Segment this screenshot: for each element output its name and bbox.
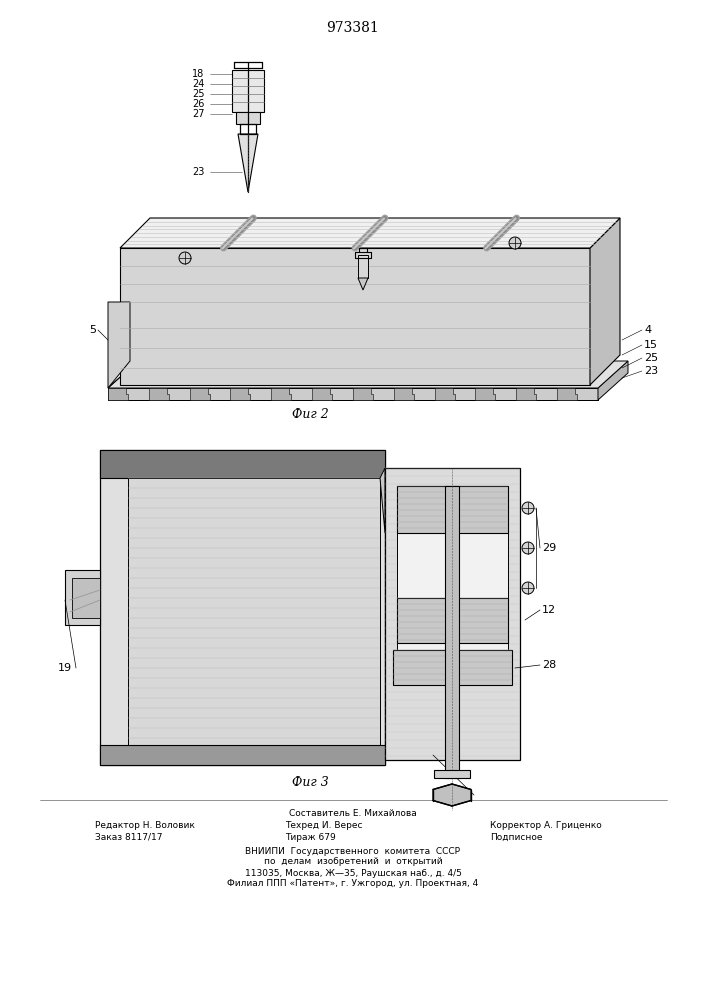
Text: ВНИИПИ  Государственного  комитета  СССР: ВНИИПИ Государственного комитета СССР xyxy=(245,846,460,856)
Circle shape xyxy=(509,237,521,249)
Polygon shape xyxy=(397,486,508,533)
Polygon shape xyxy=(108,388,128,400)
Text: по  делам  изобретений  и  открытий: по делам изобретений и открытий xyxy=(264,857,443,866)
Text: Корректор А. Гриценко: Корректор А. Гриценко xyxy=(490,822,602,830)
Text: 113035, Москва, Ж—35, Раушская наб., д. 4/5: 113035, Москва, Ж—35, Раушская наб., д. … xyxy=(245,868,462,878)
Polygon shape xyxy=(557,388,577,400)
Polygon shape xyxy=(128,478,380,760)
Circle shape xyxy=(522,542,534,554)
Polygon shape xyxy=(108,388,598,400)
Polygon shape xyxy=(393,650,512,685)
Text: 24: 24 xyxy=(192,79,204,89)
Text: Составитель Е. Михайлова: Составитель Е. Михайлова xyxy=(289,810,417,818)
Polygon shape xyxy=(397,486,508,670)
Polygon shape xyxy=(108,302,130,388)
Text: 29: 29 xyxy=(542,543,556,553)
Polygon shape xyxy=(230,388,250,400)
Polygon shape xyxy=(516,388,537,400)
Polygon shape xyxy=(394,388,414,400)
Polygon shape xyxy=(397,598,508,643)
Text: Техред И. Верес: Техред И. Верес xyxy=(285,822,363,830)
Polygon shape xyxy=(108,361,628,388)
Polygon shape xyxy=(236,112,260,124)
Text: Филиал ППП «Патент», г. Ужгород, ул. Проектная, 4: Филиал ППП «Патент», г. Ужгород, ул. Про… xyxy=(228,880,479,888)
Text: 23: 23 xyxy=(644,366,658,376)
Polygon shape xyxy=(358,278,368,290)
Polygon shape xyxy=(72,578,100,618)
Polygon shape xyxy=(100,450,385,765)
Polygon shape xyxy=(380,468,385,533)
Text: 12: 12 xyxy=(542,605,556,615)
Text: 5: 5 xyxy=(89,325,96,335)
Text: 26: 26 xyxy=(192,99,204,109)
Polygon shape xyxy=(433,784,471,806)
Text: Заказ 8117/17: Заказ 8117/17 xyxy=(95,832,163,842)
Text: 18: 18 xyxy=(192,69,204,79)
Polygon shape xyxy=(434,770,470,778)
Text: 15: 15 xyxy=(644,340,658,350)
Polygon shape xyxy=(238,134,258,192)
Polygon shape xyxy=(100,450,385,478)
Polygon shape xyxy=(590,218,620,385)
Text: Тираж 679: Тираж 679 xyxy=(285,832,336,842)
Text: Редактор Н. Воловик: Редактор Н. Воловик xyxy=(95,822,195,830)
Text: 23: 23 xyxy=(192,167,204,177)
Polygon shape xyxy=(385,468,520,760)
Polygon shape xyxy=(189,388,210,400)
Circle shape xyxy=(522,502,534,514)
Text: 25: 25 xyxy=(192,89,204,99)
Polygon shape xyxy=(435,388,455,400)
Polygon shape xyxy=(312,388,332,400)
Text: Подписное: Подписное xyxy=(490,832,542,842)
Polygon shape xyxy=(358,255,368,278)
Text: 28: 28 xyxy=(542,660,556,670)
Text: Фиг 3: Фиг 3 xyxy=(291,776,328,788)
Polygon shape xyxy=(445,486,459,778)
Text: 25: 25 xyxy=(644,353,658,363)
Polygon shape xyxy=(271,388,291,400)
Text: 19: 19 xyxy=(58,663,72,673)
Polygon shape xyxy=(598,361,628,400)
Circle shape xyxy=(522,582,534,594)
Text: 27: 27 xyxy=(192,109,204,119)
Polygon shape xyxy=(100,745,385,765)
Polygon shape xyxy=(108,361,138,388)
Polygon shape xyxy=(353,388,373,400)
Text: 973381: 973381 xyxy=(327,21,380,35)
Polygon shape xyxy=(120,218,620,248)
Polygon shape xyxy=(149,388,169,400)
Text: 4: 4 xyxy=(644,325,651,335)
Polygon shape xyxy=(120,248,590,385)
Polygon shape xyxy=(232,70,264,112)
Circle shape xyxy=(179,252,191,264)
Polygon shape xyxy=(476,388,496,400)
Text: 17: 17 xyxy=(435,753,449,763)
Text: Фиг 2: Фиг 2 xyxy=(291,408,328,422)
Polygon shape xyxy=(65,570,100,625)
